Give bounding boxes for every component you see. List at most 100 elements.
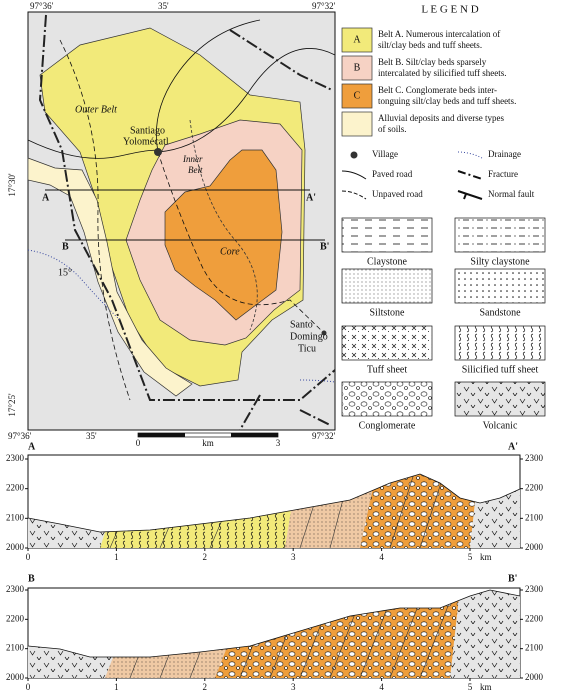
fault	[38, 14, 336, 401]
y-tick-label: 2100	[525, 643, 544, 653]
legend-text: of soils.	[378, 124, 407, 134]
y-tick-label: 2000	[6, 542, 25, 552]
legend-symbol	[457, 151, 483, 159]
x-tick-label: 2	[203, 552, 208, 562]
legend-text: Claystone	[367, 256, 408, 267]
legend-symbol	[341, 190, 367, 200]
x-tick-label: 5	[468, 552, 473, 562]
coordinate-label: 97°32'	[312, 431, 336, 441]
x-tick-label: 3	[291, 552, 296, 562]
legend-text: Conglomerate	[359, 420, 416, 431]
legend-key: C	[354, 90, 361, 101]
legend-text: Volcanic	[483, 420, 518, 431]
y-tick-label: 2100	[6, 512, 25, 522]
legend-swatch	[341, 27, 373, 53]
legend-text: Normal fault	[488, 189, 535, 199]
y-tick-label: 2000	[525, 672, 544, 682]
legend-symbol	[457, 190, 483, 200]
y-tick-label: 2000	[525, 542, 544, 552]
legend-text: intercalated by silicified tuff sheets.	[378, 68, 507, 78]
lithology-pattern	[342, 326, 432, 360]
y-tick-label: 2200	[6, 483, 25, 493]
scale-label: 0	[136, 438, 141, 448]
coordinate-label: 17°25'	[7, 393, 17, 417]
x-tick-label: 0	[26, 552, 31, 562]
unpaved-road	[157, 151, 325, 334]
legend-text: Alluvial deposits and diverse types	[378, 113, 504, 123]
cross-section-b	[27, 587, 521, 679]
y-tick-label: 2200	[525, 613, 544, 623]
belt-c-area	[164, 149, 283, 321]
x-tick-label: 5	[468, 682, 473, 692]
x-tick-label: 2	[203, 682, 208, 692]
section-end-label: B	[28, 573, 35, 584]
map-label: Domingo	[290, 331, 328, 342]
legend-symbol	[350, 151, 358, 159]
y-tick-label: 2100	[525, 512, 544, 522]
cross-section-a	[27, 454, 521, 549]
map-label: Santo	[290, 319, 313, 330]
map-label: Ticu	[298, 343, 316, 354]
lithology-pattern	[455, 269, 545, 303]
y-tick-label: 2200	[525, 483, 544, 493]
x-unit-label: km	[480, 682, 492, 692]
map-label: 15°	[58, 267, 72, 278]
x-tick-label: 4	[379, 682, 384, 692]
y-tick-label: 2300	[525, 584, 544, 594]
legend-swatch	[341, 83, 373, 109]
legend-symbol	[457, 170, 483, 180]
lithology-pattern	[455, 218, 545, 252]
scale-label: 3	[276, 438, 281, 448]
paved-road	[155, 19, 261, 153]
map-label: Santiago	[130, 125, 165, 136]
coordinate-label: 35'	[86, 431, 97, 441]
x-tick-label: 0	[26, 682, 31, 692]
map: Outer Belt Santiago Yolomécatl Inner Bel…	[7, 1, 336, 448]
village-symbol	[154, 148, 162, 156]
village-symbol	[321, 330, 327, 336]
map-label: Core	[220, 246, 240, 257]
legend-text: Silty claystone	[470, 256, 530, 267]
coordinate-label: 97°36'	[30, 1, 54, 11]
paved-road	[27, 48, 336, 159]
y-tick-label: 2000	[6, 672, 25, 682]
lithology-pattern	[342, 382, 432, 416]
legend-key: A	[353, 34, 361, 45]
topographic-profile	[27, 589, 521, 658]
alluvium-area	[27, 157, 193, 397]
section-end-label: A	[28, 441, 36, 452]
legend-text: Sandstone	[479, 307, 521, 318]
x-tick-label: 1	[114, 552, 119, 562]
section-end-label: B'	[320, 241, 330, 252]
coordinate-label: 97°36'	[8, 431, 32, 441]
y-tick-label: 2300	[6, 584, 25, 594]
legend-title: L E G E N D	[421, 4, 478, 16]
legend-swatch	[341, 55, 373, 81]
topographic-profile	[27, 473, 521, 533]
section-end-label: B	[62, 241, 69, 252]
legend-symbol	[341, 170, 367, 180]
y-tick-label: 2200	[6, 613, 25, 623]
section-end-label: B'	[508, 573, 518, 584]
legend-text: Paved road	[372, 169, 413, 179]
section-end-label: A	[42, 192, 50, 203]
lithology-pattern	[342, 218, 432, 252]
x-tick-label: 1	[114, 682, 119, 692]
legend-key: B	[354, 62, 361, 73]
map-label: Belt	[188, 165, 203, 175]
y-tick-label: 2300	[525, 453, 544, 463]
coordinate-label: 97°32'	[312, 1, 336, 11]
coordinate-label: 35'	[158, 1, 169, 11]
legend-text: Belt C. Conglomerate beds inter-	[378, 85, 497, 95]
unpaved-road	[59, 39, 131, 401]
legend-text: silt/clay beds and tuff sheets.	[378, 40, 482, 50]
coordinate-label: 17°30'	[7, 173, 17, 197]
x-tick-label: 4	[379, 552, 384, 562]
legend-text: Belt A. Numerous intercalation of	[378, 29, 500, 39]
map-label: Inner	[182, 154, 203, 164]
legend-text: Tuff sheet	[367, 364, 408, 375]
legend: L E G E N D A Belt A. Numerous intercalat…	[341, 4, 546, 431]
legend-text: Siltstone	[369, 307, 405, 318]
